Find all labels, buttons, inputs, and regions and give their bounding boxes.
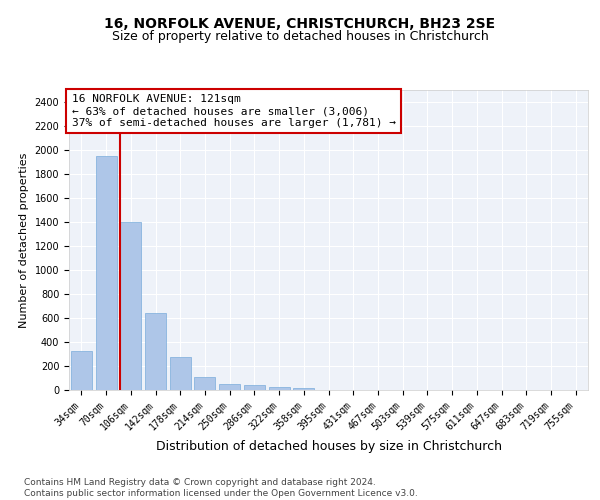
Bar — [269, 386, 290, 390]
Text: Contains HM Land Registry data © Crown copyright and database right 2024.
Contai: Contains HM Land Registry data © Crown c… — [24, 478, 418, 498]
Bar — [244, 386, 265, 390]
Text: 16 NORFOLK AVENUE: 121sqm
← 63% of detached houses are smaller (3,006)
37% of se: 16 NORFOLK AVENUE: 121sqm ← 63% of detac… — [71, 94, 395, 128]
Bar — [120, 222, 141, 390]
Bar — [95, 156, 116, 390]
Bar — [194, 378, 215, 390]
Y-axis label: Number of detached properties: Number of detached properties — [19, 152, 29, 328]
Bar — [293, 388, 314, 390]
Bar — [170, 357, 191, 390]
Bar — [219, 384, 240, 390]
X-axis label: Distribution of detached houses by size in Christchurch: Distribution of detached houses by size … — [155, 440, 502, 453]
Bar — [145, 313, 166, 390]
Bar — [71, 351, 92, 390]
Text: 16, NORFOLK AVENUE, CHRISTCHURCH, BH23 2SE: 16, NORFOLK AVENUE, CHRISTCHURCH, BH23 2… — [104, 18, 496, 32]
Text: Size of property relative to detached houses in Christchurch: Size of property relative to detached ho… — [112, 30, 488, 43]
